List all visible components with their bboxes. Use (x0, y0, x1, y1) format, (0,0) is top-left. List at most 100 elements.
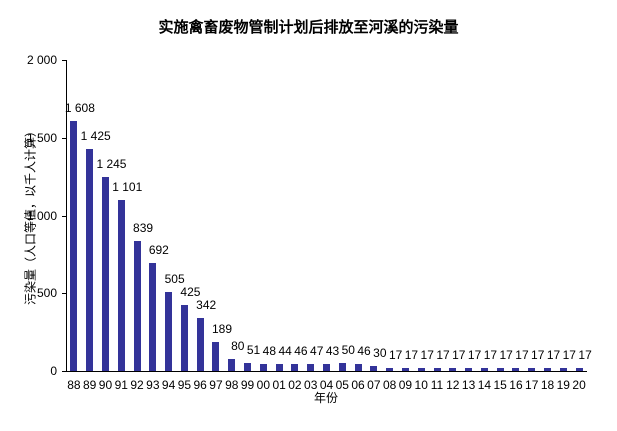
y-tick (62, 216, 67, 217)
data-label: 17 (452, 348, 466, 363)
bar (149, 263, 157, 371)
data-label: 17 (436, 348, 450, 363)
data-label: 30 (373, 346, 387, 361)
x-tick-label: 96 (193, 378, 207, 392)
y-tick-label: 500 (36, 286, 57, 300)
bar (338, 363, 346, 371)
x-tick-label: 88 (67, 378, 81, 392)
data-label: 17 (546, 348, 561, 363)
bar (101, 177, 109, 371)
x-tick-label: 91 (114, 378, 128, 392)
bar (480, 368, 488, 371)
data-label: 43 (325, 344, 340, 359)
bar (528, 368, 536, 371)
bar (307, 363, 315, 371)
bar (449, 368, 457, 371)
bar (370, 366, 378, 371)
x-tick-label: 94 (161, 378, 176, 392)
bar (212, 341, 220, 371)
bar (228, 358, 236, 371)
y-tick-label: 0 (50, 364, 57, 378)
x-tick-label: 12 (446, 378, 460, 392)
x-tick-label: 95 (177, 378, 192, 392)
x-tick-label: 00 (256, 378, 271, 392)
x-tick-label: 01 (272, 378, 286, 392)
x-tick-label: 03 (304, 378, 318, 392)
bar (401, 368, 409, 371)
x-tick-label: 11 (430, 378, 444, 392)
data-label: 50 (341, 343, 355, 358)
x-tick-label: 10 (414, 378, 428, 392)
bar (386, 368, 394, 371)
x-tick-label: 02 (288, 378, 302, 392)
data-label: 80 (231, 338, 245, 353)
y-tick (62, 293, 67, 294)
x-tick-label: 17 (525, 378, 539, 392)
chart-title: 实施禽畜废物管制计划后排放至河溪的污染量 (158, 18, 459, 36)
x-tick-label: 90 (98, 378, 113, 392)
data-label: 17 (531, 348, 545, 363)
y-tick-label: 2 000 (26, 53, 57, 67)
data-label: 342 (196, 297, 217, 312)
bar (259, 363, 267, 371)
data-label: 17 (515, 348, 529, 363)
bar (180, 304, 188, 371)
x-tick-label: 92 (130, 378, 144, 392)
y-tick-label: 1 000 (26, 209, 57, 223)
data-label: 46 (294, 343, 308, 358)
data-label: 17 (578, 348, 592, 363)
bar (117, 199, 125, 371)
data-label: 692 (148, 243, 169, 258)
data-label: 46 (357, 343, 371, 358)
bar (354, 363, 362, 371)
x-tick-label: 09 (398, 378, 413, 392)
x-tick-label: 06 (351, 378, 365, 392)
y-axis-line (66, 60, 67, 371)
x-tick-label: 20 (572, 378, 586, 392)
data-label: 17 (562, 348, 576, 363)
data-label: 51 (246, 343, 261, 358)
x-axis-label: 年份 (313, 391, 339, 405)
bar (133, 240, 141, 371)
x-tick-label: 14 (477, 378, 492, 392)
x-tick-label: 18 (540, 378, 555, 392)
data-label: 48 (262, 343, 277, 358)
bar (275, 364, 283, 371)
data-label: 44 (278, 344, 292, 359)
x-tick-label: 16 (509, 378, 523, 392)
y-tick-label: 1 500 (26, 131, 57, 145)
bar (433, 368, 441, 371)
bar (575, 368, 583, 371)
x-tick-label: 05 (335, 378, 349, 392)
x-tick-label: 99 (240, 378, 255, 392)
x-tick-label: 98 (225, 378, 239, 392)
data-label: 17 (467, 348, 482, 363)
bar (559, 368, 567, 371)
bar (291, 363, 299, 371)
data-label: 189 (211, 321, 232, 336)
bar (165, 292, 173, 371)
data-label: 425 (180, 284, 201, 299)
bar (86, 149, 94, 371)
data-label: 17 (483, 348, 498, 363)
x-tick-label: 93 (146, 378, 160, 392)
bar (244, 363, 252, 371)
y-tick (62, 138, 67, 139)
bar (512, 368, 520, 371)
data-label: 1 245 (96, 157, 127, 172)
data-label: 17 (420, 348, 434, 363)
data-label: 47 (310, 343, 324, 358)
y-tick (62, 60, 67, 61)
data-label: 1 608 (64, 100, 95, 115)
data-label: 17 (388, 348, 403, 363)
x-tick-label: 15 (493, 378, 507, 392)
data-label: 17 (404, 348, 419, 363)
x-tick-label: 97 (209, 378, 223, 392)
bar (323, 364, 330, 371)
data-label: 17 (499, 348, 513, 363)
bar (196, 317, 204, 371)
x-tick-label: 19 (556, 378, 570, 392)
x-axis-line (66, 371, 587, 372)
x-tick-label: 07 (367, 378, 381, 392)
y-tick (62, 371, 67, 372)
